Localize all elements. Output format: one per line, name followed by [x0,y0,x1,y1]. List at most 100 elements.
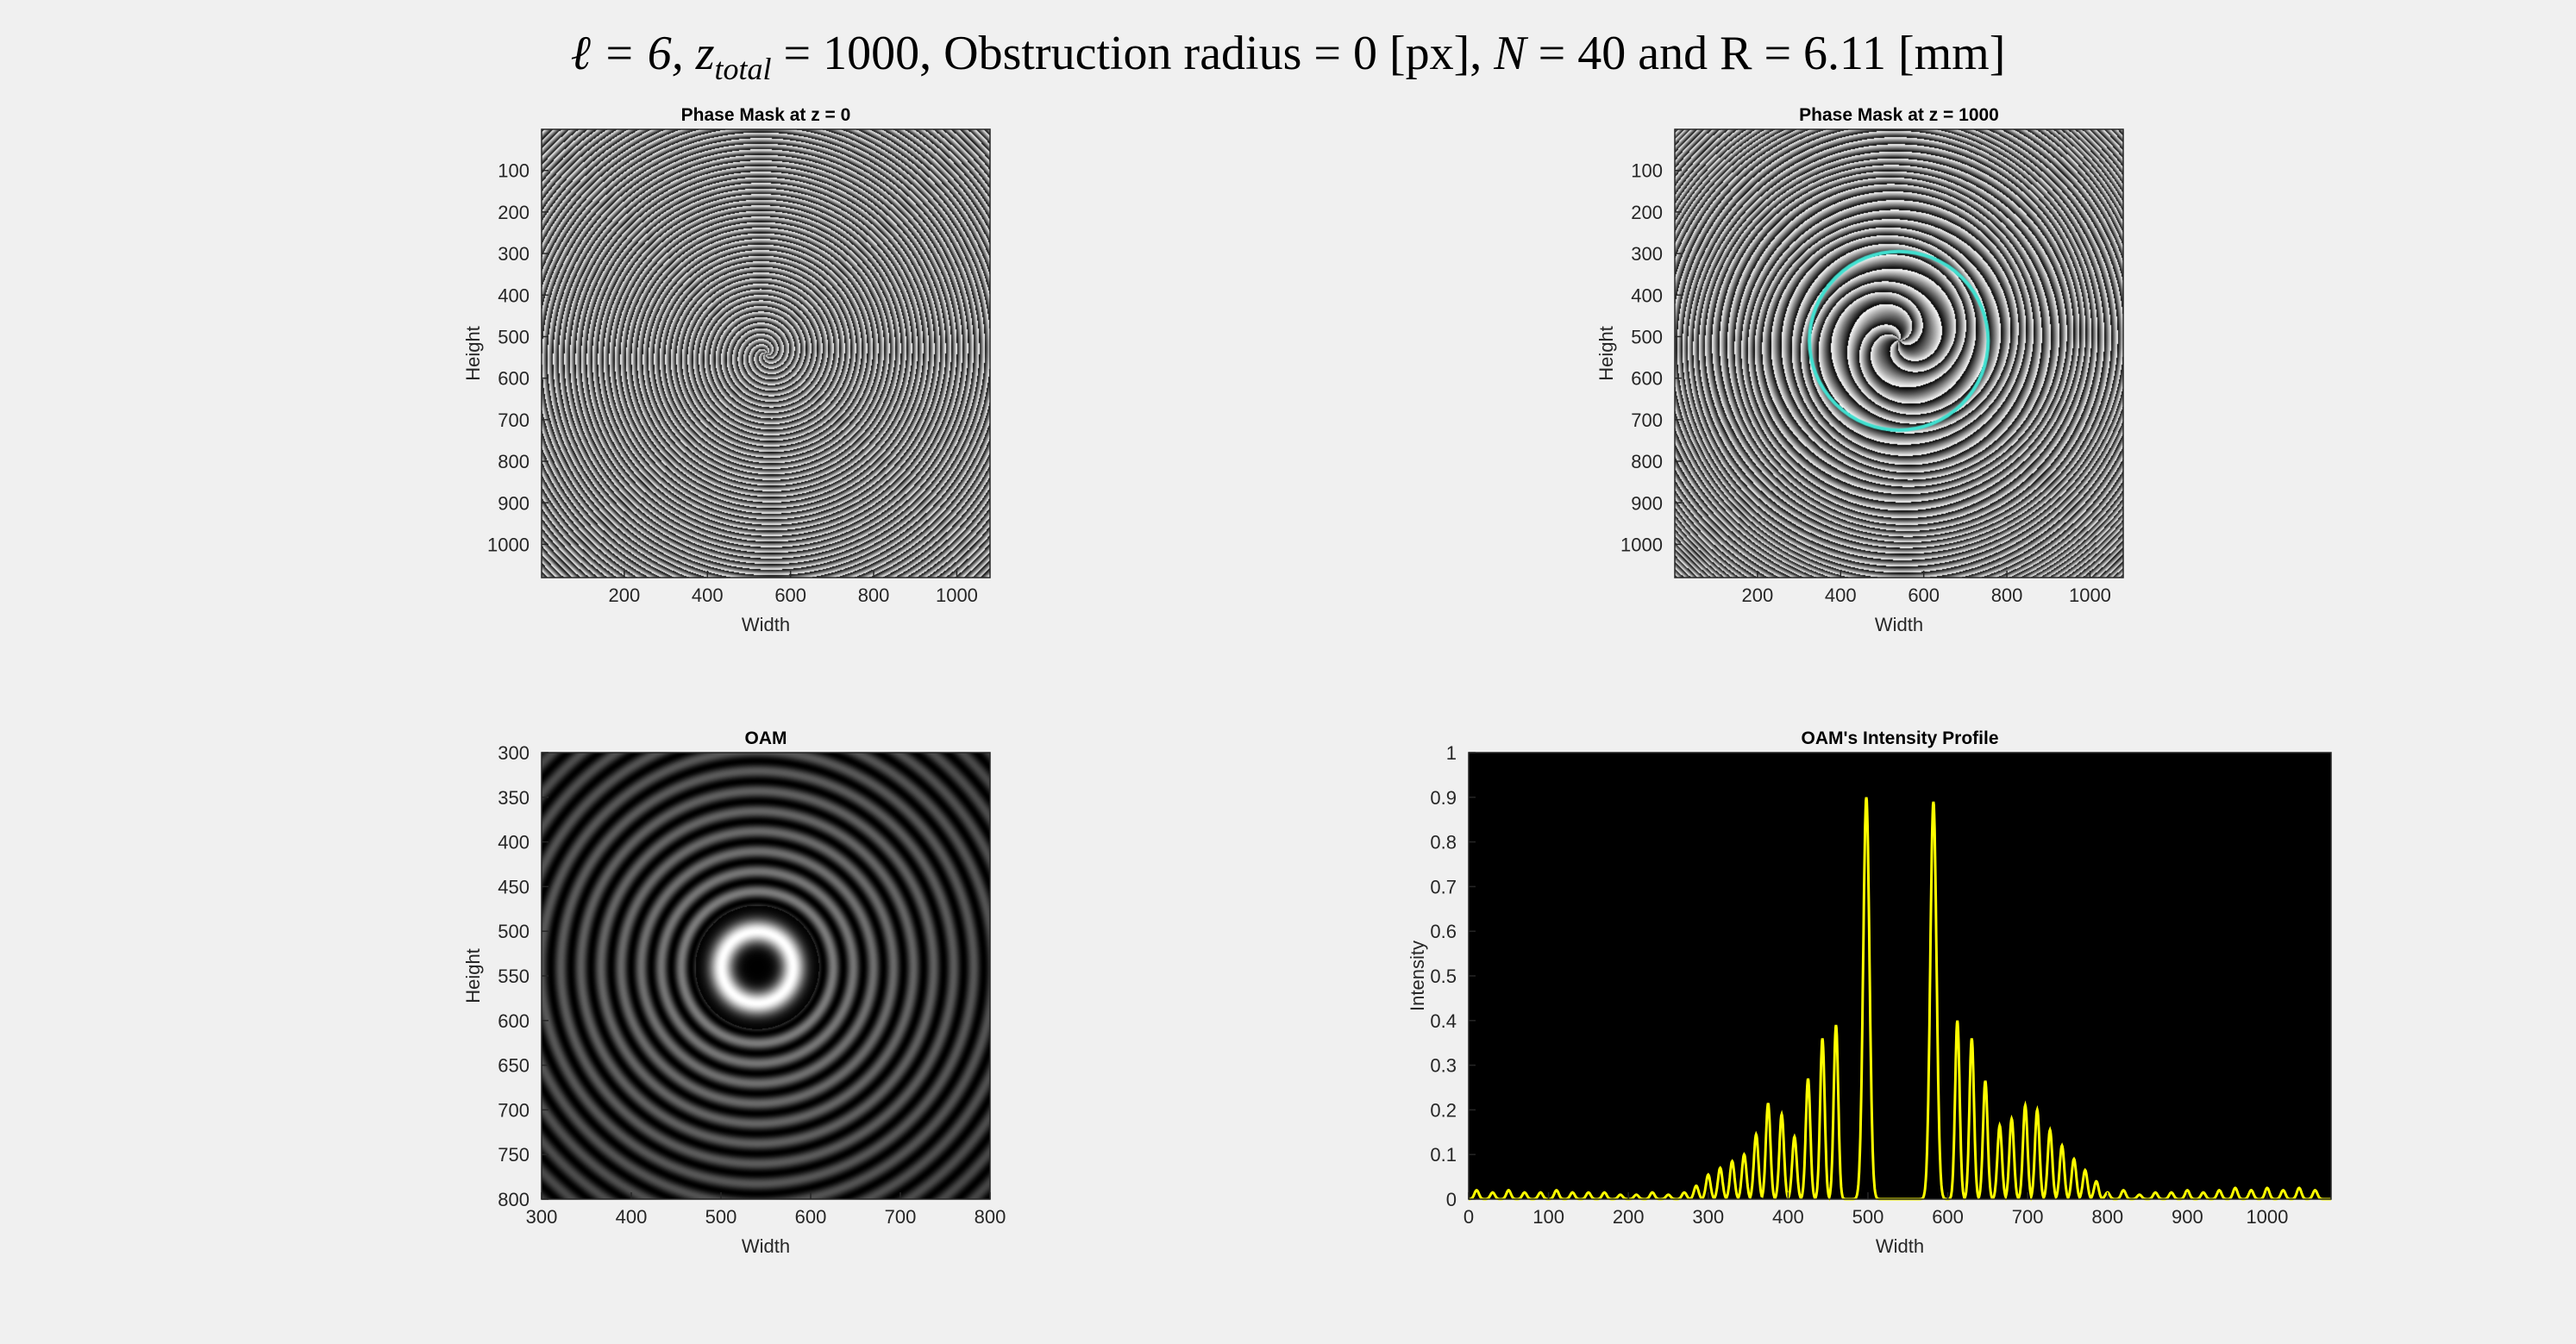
y-tick-label: 100 [498,160,530,182]
y-tick-label: 1000 [487,534,530,555]
x-tick-label: 300 [526,1206,558,1228]
plot-4: 0 100 200 300 400 500 600 700 800 900 1000 0 0.1 0.2 0… [1407,728,2332,1257]
y-tick-label: 1000 [1620,534,1663,555]
x-tick-label: 600 [774,584,806,606]
y-axis-label: Height [462,326,484,381]
x-tick-label: 400 [1772,1206,1804,1228]
y-tick-label: 900 [1631,492,1663,514]
x-tick-label: 400 [1825,584,1857,606]
y-tick-label: 700 [1631,409,1663,431]
x-tick-label: 1000 [2069,584,2111,606]
y-tick-label: 1 [1446,742,1457,764]
title-z-sub: total [714,52,772,87]
y-axis-label: Intensity [1407,941,1428,1011]
plot-frame [1674,128,2124,578]
y-tick-label: 0.5 [1430,966,1457,987]
x-tick-label: 800 [1991,584,2023,606]
y-axis-label: Height [462,948,484,1003]
title-obstruction: Obstruction radius = 0 [px], [943,27,1482,80]
y-tick-label: 300 [498,742,530,764]
plot-3-image [542,753,990,1199]
x-tick-label: 200 [1613,1206,1645,1228]
x-tick-label: 0 [1463,1206,1474,1228]
y-tick-label: 500 [498,921,530,942]
y-tick-label: 350 [498,787,530,809]
y-tick-label: 400 [1631,284,1663,306]
title-z: z [695,27,715,80]
y-tick-label: 400 [498,832,530,853]
x-tick-label: 600 [1932,1206,1964,1228]
title-z-value: = 1000, [783,27,932,80]
plot-2: 200 400 600 800 1000 100 200 300 400 500 600 700 800… [1595,105,2124,635]
y-tick-label: 0.3 [1430,1055,1457,1077]
figure-title: ℓ = 6, ztotal = 1000, Obstruction radius… [0,26,2576,87]
y-tick-label: 550 [498,966,530,987]
y-tick-label: 0.6 [1430,921,1457,942]
x-axis-label: Width [1875,614,1923,635]
y-tick-label: 200 [1631,202,1663,223]
x-tick-label: 600 [1908,584,1940,606]
y-tick-label: 200 [498,202,530,223]
plot-4-background [1469,753,2331,1199]
x-axis-label: Width [742,614,790,635]
y-tick-label: 0.8 [1430,832,1457,853]
x-tick-label: 200 [1742,584,1774,606]
y-tick-label: 900 [498,492,530,514]
x-tick-label: 500 [1852,1206,1884,1228]
plot-3: 300 400 500 600 700 8003003504004505005506006… [462,728,1006,1257]
plot-1-image [542,129,990,578]
plot-title: Phase Mask at z = 0 [681,105,851,125]
x-tick-label: 800 [975,1206,1006,1228]
title-n: N [1494,27,1526,80]
y-tick-label: 700 [498,409,530,431]
title-n-value: = 40 and R = 6.11 [mm] [1538,27,2006,80]
x-tick-label: 700 [885,1206,917,1228]
plot-title: Phase Mask at z = 1000 [1799,105,1999,125]
y-tick-label: 400 [498,284,530,306]
y-tick-label: 0.7 [1430,876,1457,897]
y-tick-label: 500 [498,326,530,347]
y-tick-label: 0.2 [1430,1099,1457,1121]
x-tick-label: 700 [2012,1206,2044,1228]
y-tick-label: 450 [498,876,530,897]
x-tick-label: 1000 [2246,1206,2288,1228]
y-tick-label: 300 [498,243,530,265]
x-tick-label: 400 [692,584,724,606]
x-axis-label: Width [1876,1235,1924,1257]
y-tick-label: 800 [498,1189,530,1210]
plot-1: 200 400 600 800 1000 100 200 300 400 500 600 700 800… [462,105,991,635]
y-tick-label: 0 [1446,1189,1457,1210]
plot-frame [541,128,991,578]
y-tick-label: 500 [1631,326,1663,347]
y-tick-label: 0.1 [1430,1144,1457,1166]
plot-2-image [1675,129,2123,578]
y-tick-label: 0.4 [1430,1010,1457,1032]
y-tick-label: 650 [498,1055,530,1077]
x-axis-label: Width [742,1235,790,1257]
y-axis-label: Height [1595,326,1617,381]
x-tick-label: 100 [1532,1206,1564,1228]
x-tick-label: 500 [705,1206,737,1228]
title-ell: ℓ = 6, [570,27,684,80]
x-tick-label: 400 [616,1206,648,1228]
y-tick-label: 300 [1631,243,1663,265]
x-tick-label: 300 [1692,1206,1724,1228]
y-tick-label: 800 [1631,451,1663,472]
y-tick-label: 600 [1631,368,1663,390]
x-tick-label: 600 [795,1206,827,1228]
x-tick-label: 800 [858,584,890,606]
y-tick-label: 600 [498,368,530,390]
x-tick-label: 800 [2091,1206,2123,1228]
x-tick-label: 900 [2172,1206,2203,1228]
x-tick-label: 200 [609,584,641,606]
plot-title: OAM [745,728,787,748]
y-tick-label: 100 [1631,160,1663,182]
y-tick-label: 700 [498,1099,530,1121]
x-tick-label: 1000 [936,584,978,606]
y-tick-label: 600 [498,1010,530,1032]
y-tick-label: 0.9 [1430,787,1457,809]
y-tick-label: 750 [498,1144,530,1166]
y-tick-label: 800 [498,451,530,472]
plot-title: OAM's Intensity Profile [1801,728,1998,748]
